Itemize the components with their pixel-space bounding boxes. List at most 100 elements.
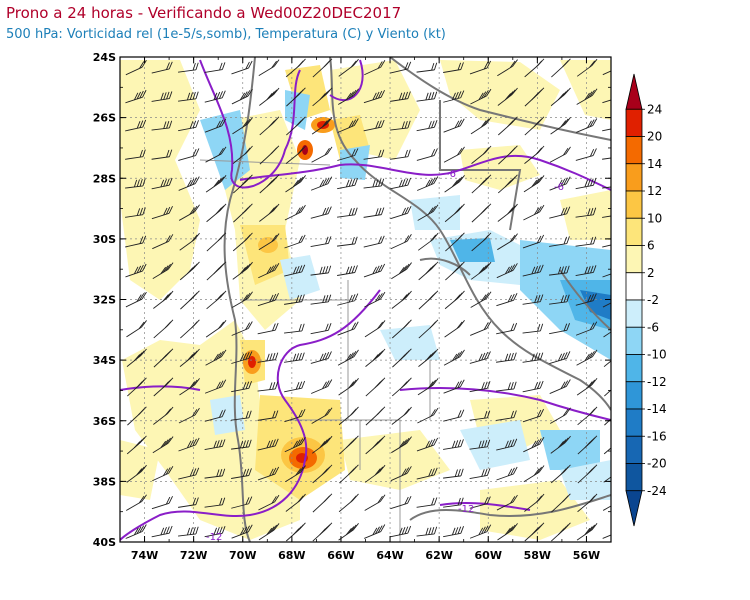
wind-barb — [496, 381, 517, 392]
lat-tick-label: 24S — [93, 51, 116, 64]
wind-barb — [337, 321, 359, 336]
wind-barb — [233, 203, 253, 223]
wind-barb — [602, 273, 611, 278]
wind-barb — [443, 468, 464, 479]
wind-barb — [416, 467, 438, 480]
wind-barb — [443, 379, 465, 394]
wind-barb — [417, 378, 439, 396]
wind-barb — [365, 348, 386, 367]
wind-barb — [390, 61, 412, 74]
colorbar-label: 24 — [647, 102, 662, 116]
lon-tick-label: 68W — [278, 549, 305, 562]
wind-barb — [178, 467, 200, 480]
colorbar-segment — [625, 108, 643, 137]
wind-barb — [231, 524, 253, 539]
wind-barb — [417, 176, 439, 191]
wind-barb — [125, 89, 147, 104]
colorbar-segment — [625, 326, 643, 355]
wind-barb — [603, 476, 611, 483]
wind-barb — [153, 348, 174, 368]
wind-barb — [151, 61, 173, 74]
wind-barb — [284, 294, 305, 305]
wind-barb — [231, 60, 253, 75]
wind-barb — [126, 464, 147, 483]
wind-barb — [496, 263, 518, 279]
wind-barb — [365, 377, 386, 397]
wind-barb — [231, 468, 252, 479]
wind-barb — [549, 206, 571, 219]
wind-barb — [549, 176, 571, 191]
wind-barb — [390, 495, 412, 510]
lat-lon-grid — [120, 57, 611, 542]
lon-tick-label: 72W — [180, 549, 207, 562]
wind-barb — [310, 206, 332, 219]
wind-barb — [125, 494, 147, 511]
wind-barb — [257, 352, 279, 363]
wind-barb — [310, 176, 333, 191]
colorbar-segment — [625, 163, 643, 192]
wind-barb — [179, 348, 200, 368]
wind-barb — [522, 323, 544, 334]
lon-tick-label: 70W — [229, 549, 256, 562]
wind-barb — [496, 410, 517, 421]
wind-barb — [418, 348, 439, 367]
wind-barb — [363, 178, 385, 189]
wind-barb — [312, 522, 333, 542]
wind-barb — [126, 320, 147, 338]
wind-barb — [338, 493, 359, 513]
wind-barb — [151, 120, 173, 131]
wind-barb — [602, 128, 611, 132]
wind-barb — [153, 377, 174, 397]
wind-barb — [391, 319, 412, 339]
wind-barb — [391, 290, 412, 309]
wind-barb — [259, 145, 280, 165]
wind-barb — [497, 203, 518, 222]
wind-barb — [418, 319, 439, 339]
wind-barb — [284, 352, 305, 363]
wind-barb — [233, 174, 253, 194]
wind-barb — [151, 149, 173, 160]
wind-barb — [125, 263, 147, 278]
wind-barb — [310, 323, 332, 335]
lat-tick-label: 34S — [93, 354, 116, 367]
colorbar-segment — [625, 354, 643, 383]
wind-barb — [522, 408, 544, 423]
colorbar-label: -6 — [647, 320, 659, 334]
colorbar-label: 10 — [647, 211, 662, 225]
wind-barb — [232, 145, 253, 164]
wind-barb — [178, 120, 199, 132]
wind-barb — [391, 406, 412, 425]
wind-barb — [602, 99, 611, 104]
wind-barb — [496, 292, 518, 307]
wind-barb — [151, 495, 173, 510]
wind-barb — [337, 118, 359, 133]
wind-barb — [522, 352, 544, 363]
vorticity-shading — [120, 57, 611, 542]
wind-barb — [549, 351, 571, 364]
wind-barb — [178, 407, 200, 424]
province-borders — [199, 159, 431, 542]
wind-barb — [153, 319, 174, 339]
wind-barb — [257, 410, 279, 421]
wind-barb — [470, 261, 492, 280]
colorbar-label: 14 — [647, 157, 662, 171]
wind-barb — [496, 322, 518, 335]
wind-barb — [443, 146, 465, 163]
lon-tick-label: 58W — [524, 549, 551, 562]
wind-barb — [470, 321, 492, 336]
contour-label: -12 — [206, 532, 222, 543]
wind-barb — [575, 178, 597, 190]
wind-barb — [337, 293, 359, 306]
wind-barb — [577, 493, 598, 513]
wind-barb — [523, 437, 545, 453]
wind-barb — [443, 497, 464, 508]
wind-barb — [179, 232, 200, 251]
colorbar-label: -16 — [647, 429, 667, 443]
wind-barb — [445, 232, 465, 252]
wind-barb — [443, 526, 464, 538]
wind-barb — [339, 435, 359, 455]
wind-barb — [205, 146, 227, 163]
contour-label: -12 — [458, 504, 474, 515]
contour-label: -6 — [446, 169, 456, 180]
wind-barb — [285, 175, 306, 193]
